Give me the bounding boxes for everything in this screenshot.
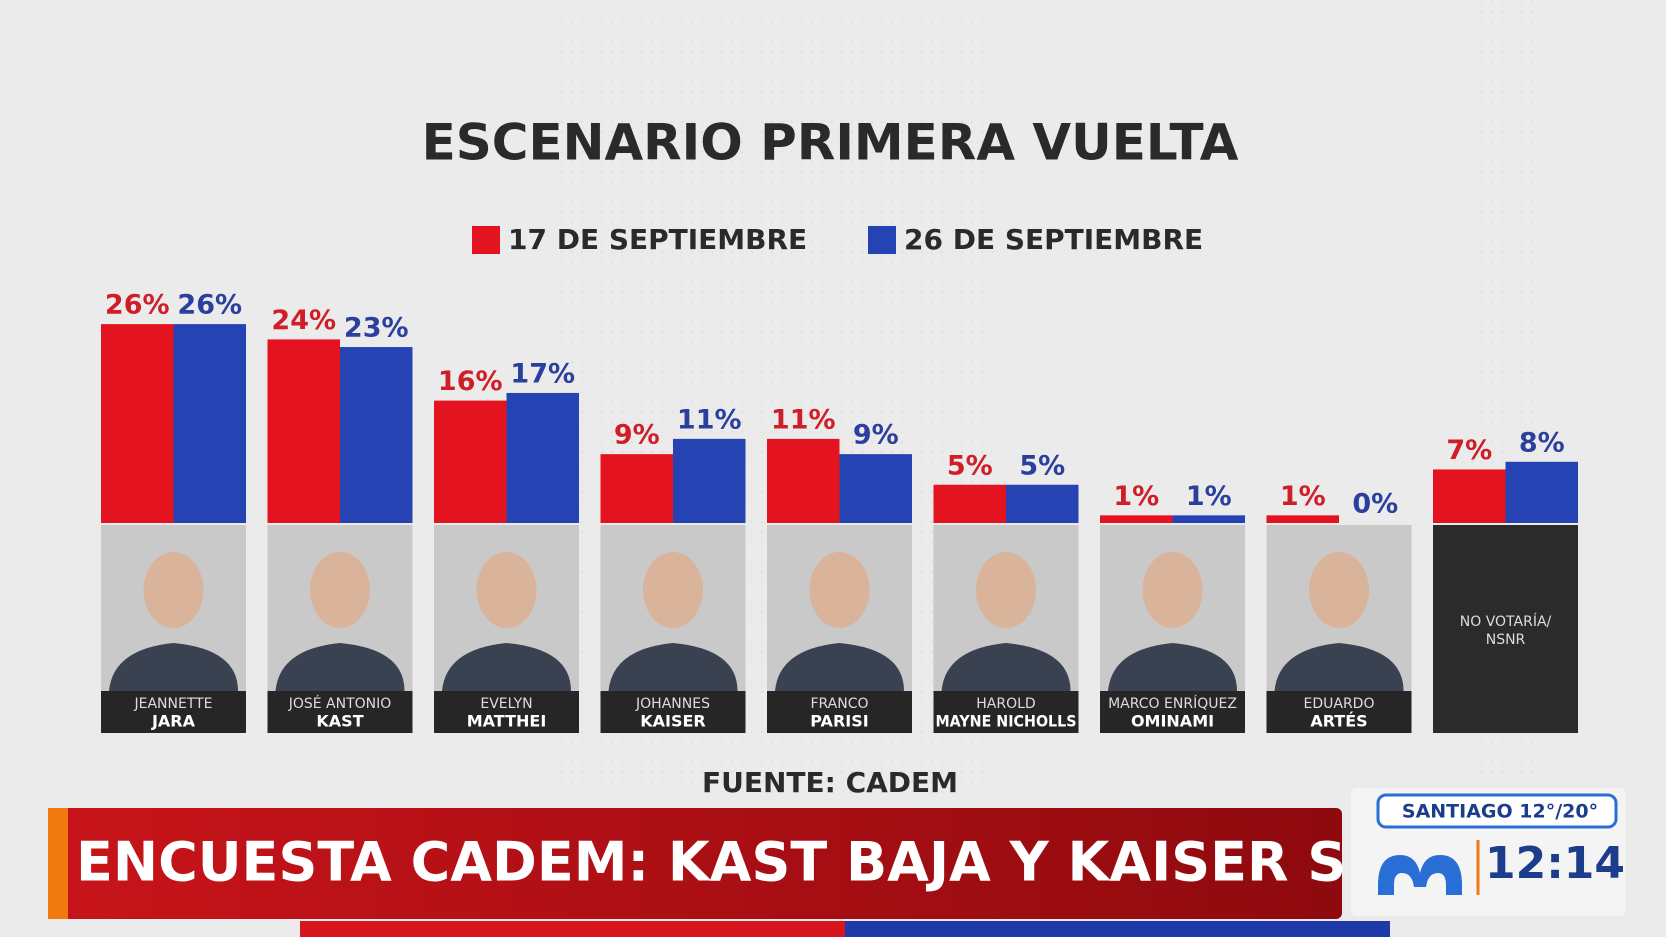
weather: SANTIAGO 12°/20° [1402, 801, 1598, 823]
value-label: 8% [1519, 427, 1565, 458]
clock: 12:14 [1485, 838, 1625, 889]
category-first-name: JOSÉ ANTONIO [288, 695, 392, 712]
name-strip [1100, 691, 1245, 733]
value-label: 11% [677, 404, 742, 435]
portrait-head [1309, 552, 1369, 628]
portrait-head [143, 552, 204, 628]
category-last-name: KAST [316, 712, 363, 731]
bar [340, 347, 413, 523]
portrait [775, 643, 904, 691]
portrait [1108, 643, 1237, 691]
category-last-name: PARISI [810, 712, 868, 731]
value-label: 9% [853, 420, 899, 451]
bar [600, 454, 673, 523]
bar [506, 392, 579, 523]
bar [673, 438, 746, 523]
category-last-name: ARTÉS [1310, 712, 1367, 731]
bar [101, 324, 174, 523]
category-first-name: EVELYN [480, 696, 532, 712]
value-label: 5% [947, 450, 993, 481]
bottom-strip [300, 921, 845, 937]
banner-accent [48, 808, 68, 919]
name-strip [101, 691, 246, 733]
portrait-head [476, 552, 537, 628]
bar [267, 339, 340, 523]
name-strip [933, 691, 1079, 733]
category-first-name: FRANCO [810, 696, 868, 712]
value-label: 5% [1019, 450, 1065, 481]
portrait-head [643, 552, 703, 628]
value-label: 1% [1280, 481, 1326, 512]
portrait [1274, 643, 1404, 691]
bar [1006, 484, 1079, 523]
legend-swatch [868, 226, 896, 254]
category-first-name: EDUARDO [1304, 696, 1375, 712]
headline: ENCUESTA CADEM: KAST BAJA Y KAISER SUBE [76, 831, 1468, 894]
value-label: 24% [271, 305, 336, 336]
category-label: NSNR [1486, 632, 1526, 648]
portrait [608, 643, 738, 691]
portrait [442, 643, 571, 691]
value-label: 0% [1352, 489, 1398, 520]
bar [933, 484, 1006, 523]
category-first-name: JEANNETTE [133, 696, 212, 712]
legend-label: 26 DE SEPTIEMBRE [904, 223, 1203, 256]
headline-banner [48, 808, 1342, 919]
portrait [109, 643, 238, 691]
category-first-name: JOHANNES [635, 696, 710, 712]
name-strip [767, 691, 912, 733]
chart-title: ESCENARIO PRIMERA VUELTA [422, 114, 1239, 172]
value-label: 11% [771, 404, 836, 435]
value-label: 1% [1186, 481, 1232, 512]
bar [1266, 515, 1339, 523]
value-label: 23% [344, 313, 409, 344]
bar [1172, 515, 1245, 523]
value-label: 26% [105, 290, 170, 321]
portrait [275, 643, 405, 691]
value-label: 17% [510, 358, 575, 389]
bar [1433, 469, 1506, 523]
weather-box [1376, 793, 1618, 829]
portrait [941, 643, 1071, 691]
value-label: 7% [1446, 435, 1492, 466]
category-last-name: KAISER [640, 712, 706, 731]
name-strip [434, 691, 579, 733]
value-label: 9% [614, 420, 660, 451]
bottom-strip [845, 921, 1390, 937]
value-label: 26% [177, 290, 242, 321]
category-box [1433, 525, 1578, 733]
category-label: NO VOTARÍA/ [1460, 613, 1552, 630]
value-label: 1% [1113, 481, 1159, 512]
bar [173, 324, 246, 523]
legend-label: 17 DE SEPTIEMBRE [508, 223, 807, 256]
bar [1505, 461, 1578, 523]
bar [839, 454, 912, 523]
legend-swatch [472, 226, 500, 254]
portrait-head [310, 552, 370, 628]
bar [767, 438, 840, 523]
category-last-name: JARA [151, 712, 196, 731]
category-last-name: OMINAMI [1131, 712, 1214, 731]
name-strip [267, 691, 413, 733]
category-first-name: MARCO ENRÍQUEZ [1108, 695, 1237, 712]
value-label: 16% [438, 366, 503, 397]
portrait-head [976, 552, 1036, 628]
portrait-head [1142, 552, 1203, 628]
category-first-name: HAROLD [976, 696, 1035, 712]
bar [434, 400, 507, 523]
portrait-head [809, 552, 870, 628]
category-last-name: MAYNE NICHOLLS [936, 712, 1077, 731]
source: FUENTE: CADEM [702, 766, 958, 799]
channel-logo [1378, 855, 1462, 895]
category-last-name: MATTHEI [467, 712, 547, 731]
name-strip [600, 691, 746, 733]
bar [1100, 515, 1173, 523]
name-strip [1266, 691, 1412, 733]
